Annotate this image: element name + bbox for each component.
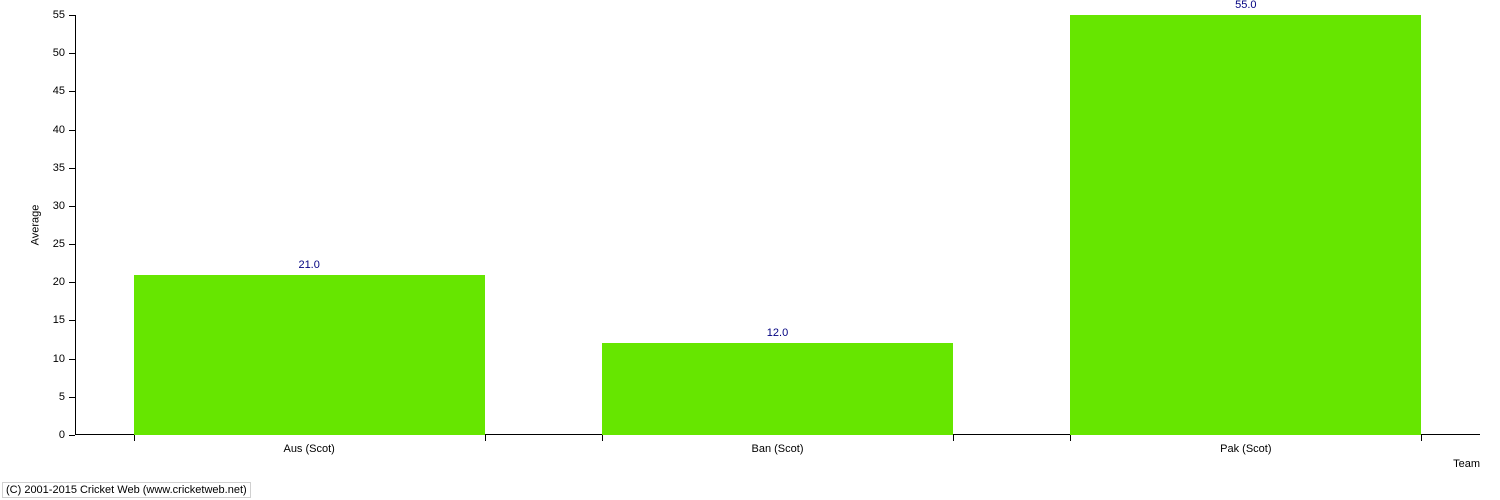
y-tick-label: 10 — [53, 353, 65, 365]
y-tick — [69, 53, 75, 54]
y-tick-label: 0 — [59, 429, 65, 441]
y-tick-label: 55 — [53, 9, 65, 21]
bar-value-label: 12.0 — [767, 327, 788, 339]
y-tick — [69, 91, 75, 92]
y-tick — [69, 282, 75, 283]
x-tick — [953, 435, 954, 441]
x-category-label: Aus (Scot) — [283, 443, 334, 455]
y-tick-label: 20 — [53, 276, 65, 288]
y-tick-label: 15 — [53, 314, 65, 326]
y-tick-label: 50 — [53, 47, 65, 59]
bar-value-label: 55.0 — [1235, 0, 1256, 11]
bar-value-label: 21.0 — [298, 259, 319, 271]
y-tick-label: 40 — [53, 124, 65, 136]
y-tick-label: 25 — [53, 238, 65, 250]
y-tick-label: 30 — [53, 200, 65, 212]
x-tick — [485, 435, 486, 441]
y-tick — [69, 206, 75, 207]
bar: 12.0 — [602, 343, 953, 435]
y-tick-label: 5 — [59, 391, 65, 403]
x-tick — [134, 435, 135, 441]
y-tick — [69, 397, 75, 398]
copyright-text: (C) 2001-2015 Cricket Web (www.cricketwe… — [2, 482, 251, 498]
bar: 55.0 — [1070, 15, 1421, 435]
y-tick-label: 35 — [53, 162, 65, 174]
y-tick — [69, 130, 75, 131]
y-axis-title: Average — [29, 205, 41, 246]
x-axis-title: Team — [1453, 458, 1480, 470]
plot-area: 0510152025303540455055 21.012.055.0 Aus … — [75, 15, 1480, 435]
y-tick — [69, 359, 75, 360]
y-axis-line — [75, 15, 76, 435]
y-tick-label: 45 — [53, 85, 65, 97]
x-category-label: Pak (Scot) — [1220, 443, 1271, 455]
y-tick — [69, 15, 75, 16]
y-tick — [69, 320, 75, 321]
x-tick — [1070, 435, 1071, 441]
x-tick — [602, 435, 603, 441]
y-tick — [69, 168, 75, 169]
y-tick — [69, 435, 75, 436]
y-tick — [69, 244, 75, 245]
x-tick — [1421, 435, 1422, 441]
x-category-label: Ban (Scot) — [752, 443, 804, 455]
chart-container: 0510152025303540455055 21.012.055.0 Aus … — [75, 15, 1480, 435]
bar: 21.0 — [134, 275, 485, 435]
